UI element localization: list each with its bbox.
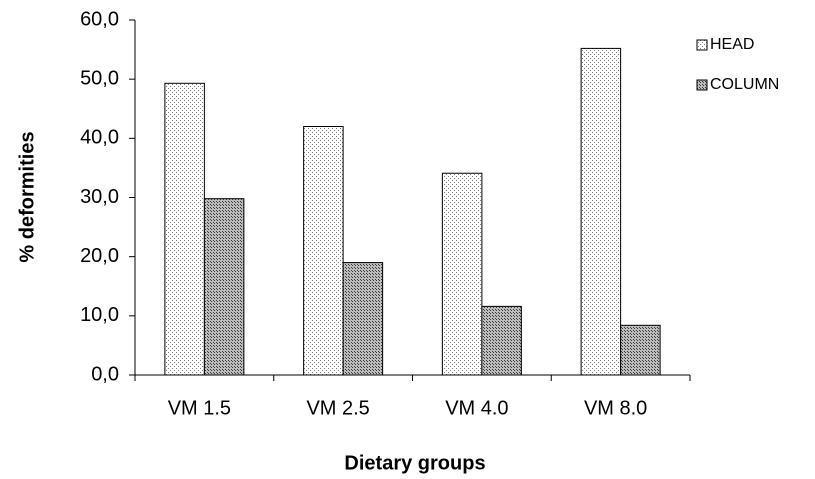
x-tick-label: VM 2.5 [306,397,369,419]
y-tick-label: 50,0 [80,67,119,89]
legend-swatch [696,39,708,51]
legend-label: COLUMN [710,76,779,93]
x-tick-label: VM 8.0 [584,397,647,419]
y-tick-label: 40,0 [80,127,119,149]
legend-swatch [696,79,708,91]
y-axis-title: % deformities [16,131,38,262]
bar [620,324,661,376]
bar [580,47,622,376]
y-tick-label: 20,0 [80,245,119,267]
x-axis-title: Dietary groups [344,452,485,474]
bar [164,82,205,376]
y-tick-label: 0,0 [91,363,119,385]
bar [303,126,344,376]
legend-label: HEAD [710,36,754,53]
x-tick-label: VM 4.0 [445,397,508,419]
bar [203,198,245,376]
y-tick-label: 30,0 [80,186,119,208]
bar [481,305,522,376]
bar [342,262,384,376]
bar [441,172,483,376]
y-tick-label: 10,0 [80,304,119,326]
y-tick-label: 60,0 [80,8,119,30]
x-tick-label: VM 1.5 [168,397,231,419]
